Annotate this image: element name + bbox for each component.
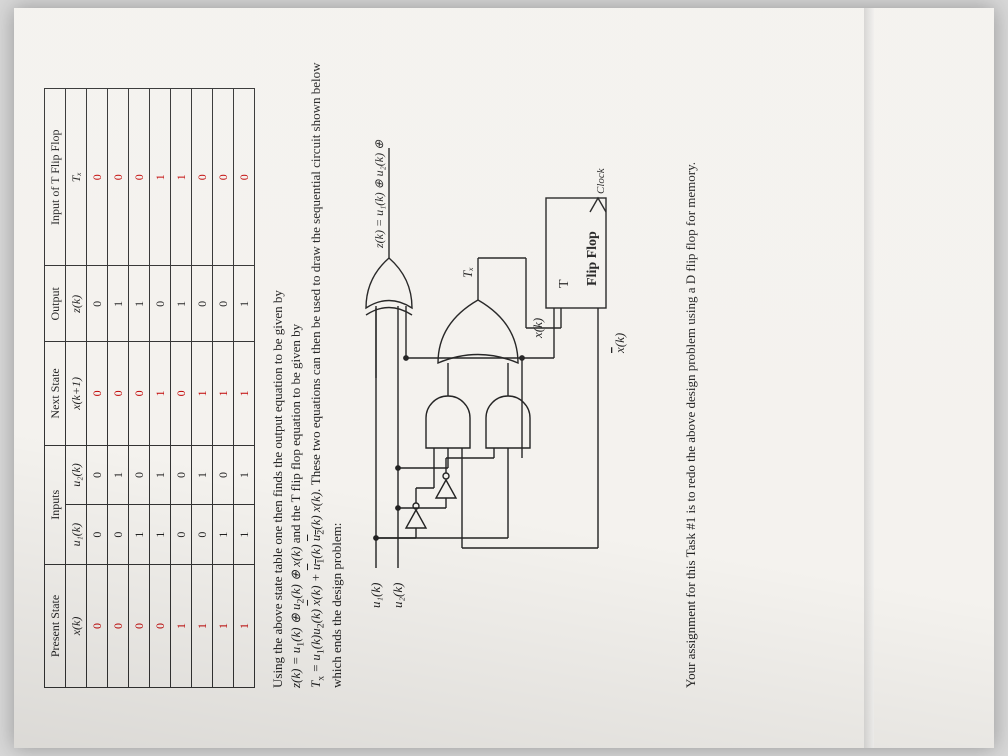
th-t-input: Input of T Flip Flop (45, 89, 66, 266)
table-row: 000000 (87, 89, 108, 688)
state-table: Present State Inputs Next State Output I… (44, 88, 255, 688)
label-Tx: Tₓ (460, 267, 475, 278)
table-cell: 0 (108, 564, 129, 687)
table-row: 001010 (108, 89, 129, 688)
table-row: 010010 (129, 89, 150, 688)
table-cell: 1 (234, 342, 255, 445)
equation-T: Tx = u1(k)u2(k) x(k) + u1(k) u2(k) x(k). (308, 485, 323, 688)
table-cell: 1 (171, 564, 192, 687)
table-cell: 1 (192, 564, 213, 687)
table-cell: 1 (129, 266, 150, 342)
table-cell: 1 (150, 89, 171, 266)
table-header-row-groups: Present State Inputs Next State Output I… (45, 89, 66, 688)
table-cell: 1 (213, 505, 234, 565)
table-cell: 0 (234, 89, 255, 266)
table-cell: 1 (150, 342, 171, 445)
table-cell: 1 (108, 445, 129, 505)
table-row: 110100 (213, 89, 234, 688)
document-page: Present State Inputs Next State Output I… (14, 8, 994, 748)
ff-name: Flip Flop (585, 231, 600, 286)
circuit-diagram: u₁(k) u₂(k) (356, 48, 661, 608)
table-cell: 0 (171, 445, 192, 505)
table-cell: 1 (171, 266, 192, 342)
table-row: 101100 (192, 89, 213, 688)
or-gate (438, 258, 518, 363)
table-cell: 0 (87, 505, 108, 565)
table-cell: 0 (87, 266, 108, 342)
label-xk: x(k) (530, 318, 545, 339)
table-cell: 0 (192, 89, 213, 266)
table-cell: 0 (108, 505, 129, 565)
label-zk: z(k) = u₁(k) ⊕ u₂(k) ⊕ x(k) (372, 138, 386, 249)
table-cell: 0 (192, 266, 213, 342)
table-cell: 0 (129, 564, 150, 687)
th-next-state: Next State (45, 342, 66, 445)
table-cell: 1 (171, 89, 192, 266)
th-output: Output (45, 266, 66, 342)
table-row: 111110 (234, 89, 255, 688)
circuit-svg: u₁(k) u₂(k) (356, 138, 656, 608)
table-cell: 0 (87, 445, 108, 505)
table-cell: 1 (192, 445, 213, 505)
table-cell: 1 (234, 445, 255, 505)
and-gate-top (398, 363, 470, 488)
table-cell: 0 (213, 445, 234, 505)
th-xk: x(k) (66, 564, 87, 687)
table-cell: 0 (108, 342, 129, 445)
th-Tx: Tₓ (66, 89, 87, 266)
table-cell: 0 (150, 564, 171, 687)
table-cell: 1 (234, 266, 255, 342)
text-p1b: and the T flip flop equation to be given… (288, 324, 303, 543)
page-seam (864, 8, 874, 748)
th-u2k: u₂(k) (66, 445, 87, 505)
table-cell: 0 (87, 342, 108, 445)
t-flip-flop: T Flip Flop Clock (478, 167, 607, 328)
table-row: 100011 (171, 89, 192, 688)
not-gate-u1 (376, 488, 426, 538)
equation-z: z(k) = u1(k) ⊕ u2(k) ⊕ x(k) (288, 543, 303, 688)
derivation-paragraph: Using the above state table one then fin… (269, 48, 346, 688)
table-cell: 1 (150, 505, 171, 565)
table-cell: 0 (192, 505, 213, 565)
table-cell: 1 (234, 564, 255, 687)
table-cell: 1 (150, 445, 171, 505)
th-u1k: u₁(k) (66, 505, 87, 565)
table-cell: 0 (129, 89, 150, 266)
table-row: 011101 (150, 89, 171, 688)
text-p1: Using the above state table one then fin… (270, 290, 285, 688)
table-cell: 0 (129, 445, 150, 505)
th-present-state: Present State (45, 564, 66, 687)
table-cell: 0 (87, 89, 108, 266)
table-cell: 0 (213, 266, 234, 342)
table-cell: 0 (108, 89, 129, 266)
th-inputs: Inputs (45, 445, 66, 564)
table-cell: 1 (108, 266, 129, 342)
label-u1: u₁(k) (368, 583, 383, 608)
table-cell: 0 (150, 266, 171, 342)
table-cell: 1 (213, 564, 234, 687)
table-cell: 0 (213, 89, 234, 266)
th-xk1: x(k+1) (66, 342, 87, 445)
ff-T: T (557, 279, 572, 288)
not-gate-u2 (398, 458, 456, 508)
table-cell: 1 (192, 342, 213, 445)
table-cell: 1 (129, 505, 150, 565)
table-cell: 0 (87, 564, 108, 687)
label-clock: Clock (595, 167, 607, 194)
assignment-text: Your assignment for this Task #1 is to r… (683, 48, 699, 688)
table-cell: 0 (129, 342, 150, 445)
table-cell: 0 (171, 505, 192, 565)
table-header-row-sub: x(k) u₁(k) u₂(k) x(k+1) z(k) Tₓ (66, 89, 87, 688)
th-zk: z(k) (66, 266, 87, 342)
table-cell: 1 (234, 505, 255, 565)
label-xkb: x(k) (612, 333, 627, 354)
and-gate-bottom (376, 363, 530, 538)
table-cell: 1 (213, 342, 234, 445)
label-u2: u₂(k) (390, 583, 405, 608)
table-cell: 0 (171, 342, 192, 445)
